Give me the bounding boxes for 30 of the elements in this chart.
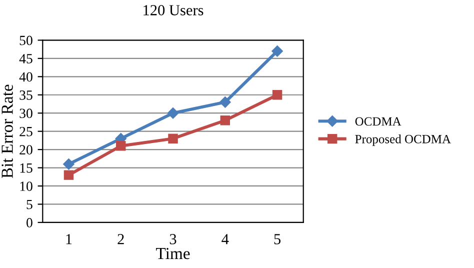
y-tick-label: 15 (20, 163, 32, 173)
x-tick-label: 5 (274, 234, 281, 244)
y-tick-label: 30 (20, 108, 32, 118)
point (63, 158, 74, 170)
x-tick-label: 4 (222, 234, 229, 244)
y-tick-label: 0 (26, 218, 32, 228)
y-tick-label: 35 (20, 90, 32, 100)
point (220, 96, 231, 108)
legend-label: Proposed OCDMA (355, 134, 451, 146)
point (64, 170, 74, 180)
y-tick-label: 40 (19, 72, 32, 82)
x-tick-label: 2 (118, 234, 124, 244)
point (272, 46, 283, 57)
point (272, 90, 282, 100)
y-tick-label: 5 (26, 200, 32, 210)
y-tick-label: 50 (20, 36, 32, 46)
y-tick-label: 10 (20, 182, 32, 191)
y-axis-title: Bit Error Rate (2, 84, 13, 178)
point (167, 107, 179, 119)
point (168, 134, 178, 144)
point (116, 141, 126, 151)
legend-label: OCDMA (355, 117, 402, 126)
x-tick-label: 3 (170, 234, 176, 244)
y-tick-label: 45 (19, 54, 32, 64)
chart-title: 120 Users (144, 5, 204, 16)
x-tick-label: 1 (66, 234, 72, 244)
point (220, 116, 230, 126)
x-axis-title: Time (156, 248, 190, 260)
y-tick-label: 25 (20, 126, 32, 136)
y-tick-label: 20 (20, 145, 32, 154)
